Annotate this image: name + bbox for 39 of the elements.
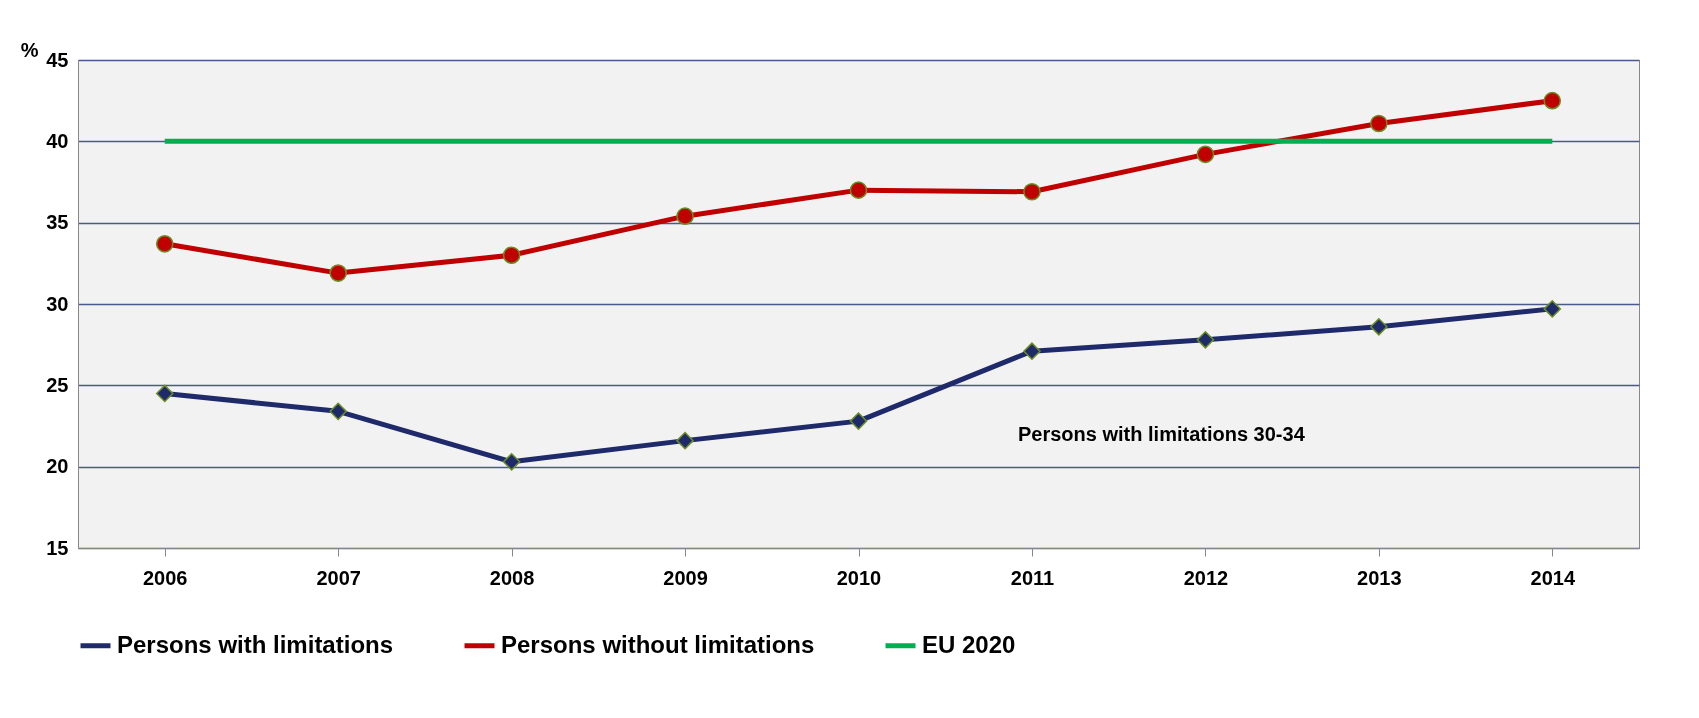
x-tick-label: 2008	[489, 566, 535, 589]
x-tick-label: 2011	[1010, 566, 1055, 589]
point	[502, 452, 521, 471]
legend-label: EU 2020	[922, 630, 1016, 658]
point	[1543, 91, 1562, 110]
y-axis-title: %	[20, 38, 39, 61]
point	[155, 235, 174, 253]
annotation: Persons with limitations 30-34	[1018, 423, 1306, 445]
point	[676, 207, 694, 225]
legend-label: Persons without limitations	[501, 630, 815, 658]
y-tick-label: 35	[46, 211, 69, 234]
point	[1543, 300, 1562, 318]
x-tick-label: 2012	[1183, 566, 1229, 589]
y-tick-label: 40	[46, 129, 69, 152]
point	[329, 264, 347, 282]
point	[155, 384, 174, 403]
x-tick-label: 2009	[663, 566, 708, 589]
y-tick-label: 45	[46, 48, 69, 71]
x-tick-label: 2014	[1530, 566, 1576, 589]
y-tick-label: 15	[46, 536, 69, 559]
legend-label: Persons with limitations	[117, 630, 394, 658]
x-tick-label: 2007	[316, 566, 361, 589]
point	[676, 431, 694, 450]
point	[1023, 182, 1041, 201]
point	[849, 412, 868, 430]
point	[1370, 114, 1388, 133]
point	[849, 181, 868, 199]
y-tick-label: 25	[46, 373, 69, 396]
y-tick-label: 30	[46, 292, 69, 315]
x-tick-label: 2013	[1357, 566, 1402, 589]
x-tick-label: 2010	[836, 566, 882, 589]
point	[1196, 330, 1215, 349]
y-tick-label: 20	[46, 455, 69, 478]
point	[1023, 342, 1041, 360]
point	[502, 246, 521, 264]
point	[329, 402, 347, 421]
point	[1370, 317, 1388, 336]
x-tick-label: 2006	[142, 566, 188, 589]
point	[1196, 145, 1215, 164]
